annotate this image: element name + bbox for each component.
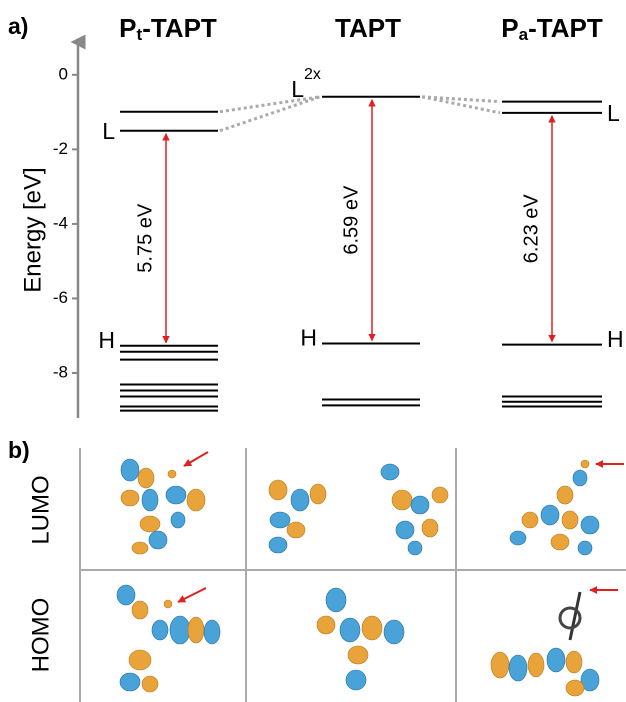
level-label: L	[102, 118, 115, 144]
panel-label: b)	[8, 437, 30, 463]
correlation-line	[220, 97, 320, 131]
title-part: -TAPT	[142, 13, 217, 43]
y-tick-label: -4	[53, 213, 68, 232]
figure: a) b) Energy [eV] LUMO HOMO	[0, 0, 626, 702]
y-axis-label: Energy [eV]	[19, 167, 46, 292]
level-label-sup: 2x	[304, 66, 321, 83]
orbital-image	[117, 585, 220, 692]
correlation-line	[422, 97, 500, 113]
row-label: HOMO	[27, 598, 54, 673]
correlation-line	[422, 97, 500, 102]
column-title: Pt-TAPT	[119, 13, 217, 45]
panel-label: a)	[8, 13, 28, 39]
row-label: LUMO	[27, 475, 54, 544]
level-label: H	[98, 327, 115, 353]
y-tick-label: -6	[53, 288, 68, 307]
y-tick-label: -2	[53, 139, 68, 158]
column-title: TAPT	[335, 13, 401, 43]
orbital-image	[510, 460, 624, 555]
gap-label: 5.75 eV	[134, 203, 156, 273]
level-label: L	[291, 76, 304, 102]
column-title: Pa-TAPT	[501, 13, 603, 45]
title-part: P	[119, 13, 136, 43]
orbital-image	[491, 590, 618, 696]
title-part: P	[501, 13, 518, 43]
gap-label: 6.59 eV	[340, 185, 362, 255]
correlation-line	[220, 97, 320, 112]
gap-label: 6.23 eV	[520, 194, 542, 264]
title-part: -TAPT	[528, 13, 603, 43]
orbital-image	[121, 452, 208, 554]
y-tick-label: -8	[53, 362, 68, 381]
orbital-image	[269, 464, 448, 555]
level-label: H	[607, 326, 624, 352]
title-part: TAPT	[335, 13, 401, 43]
level-label: H	[300, 325, 317, 351]
y-tick-label: 0	[59, 64, 68, 83]
level-label: L	[607, 100, 620, 126]
orbital-image	[317, 588, 404, 690]
